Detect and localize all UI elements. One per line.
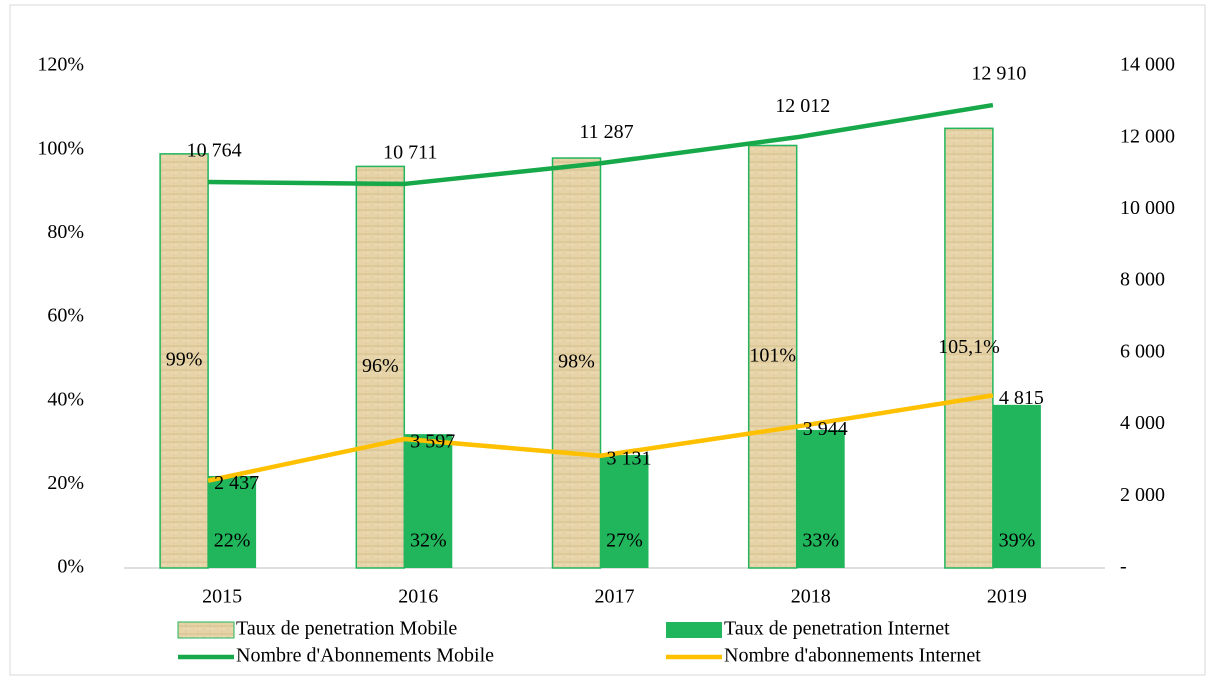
line-value-label: 12 910 bbox=[971, 63, 1026, 85]
bar bbox=[551, 157, 602, 569]
y2-tick-label: - bbox=[1120, 556, 1127, 578]
x-tick-label: 2017 bbox=[595, 586, 635, 608]
y-tick-label: 80% bbox=[47, 221, 84, 243]
bar bbox=[404, 434, 453, 568]
bar-value-label: 105,1% bbox=[938, 336, 1000, 358]
bar-value-label: 39% bbox=[999, 530, 1036, 552]
bar bbox=[796, 429, 845, 568]
legend-label: Taux de penetration Mobile bbox=[236, 618, 457, 640]
legend-swatch bbox=[177, 621, 235, 639]
line-value-label: 3 944 bbox=[803, 418, 848, 440]
legend-label: Taux de penetration Internet bbox=[724, 618, 950, 640]
line bbox=[207, 393, 994, 483]
line bbox=[208, 102, 994, 187]
y2-tick-label: 12 000 bbox=[1120, 125, 1175, 147]
bar-value-label: 22% bbox=[214, 530, 251, 552]
x-tick-label: 2018 bbox=[791, 586, 831, 608]
bar-value-label: 32% bbox=[410, 530, 447, 552]
y2-tick-label: 14 000 bbox=[1120, 54, 1175, 76]
line-value-label: 10 764 bbox=[187, 140, 242, 162]
legend-swatch bbox=[666, 622, 722, 638]
line-value-label: 2 437 bbox=[214, 472, 259, 494]
line-value-label: 11 287 bbox=[579, 121, 633, 143]
y-tick-label: 0% bbox=[57, 556, 84, 578]
bar-value-label: 27% bbox=[606, 530, 643, 552]
y-tick-label: 20% bbox=[47, 472, 84, 494]
bar-value-label: 33% bbox=[802, 530, 839, 552]
bar bbox=[992, 404, 1041, 568]
line-value-label: 4 815 bbox=[999, 387, 1044, 409]
y-tick-label: 120% bbox=[37, 54, 84, 76]
bar bbox=[600, 455, 649, 568]
y-tick-label: 40% bbox=[47, 388, 84, 410]
line-value-label: 12 012 bbox=[775, 95, 830, 117]
bar-value-label: 96% bbox=[362, 355, 399, 377]
x-tick-label: 2019 bbox=[987, 586, 1027, 608]
bar bbox=[159, 153, 209, 569]
legend-label: Nombre d'Abonnements Mobile bbox=[236, 645, 494, 667]
line-value-label: 10 711 bbox=[383, 142, 437, 164]
y-tick-label: 100% bbox=[37, 137, 84, 159]
bar bbox=[355, 165, 406, 569]
bar-value-label: 101% bbox=[749, 344, 796, 366]
x-tick-label: 2015 bbox=[202, 586, 242, 608]
y-tick-label: 60% bbox=[47, 305, 84, 327]
bar-value-label: 99% bbox=[166, 349, 203, 371]
chart-frame bbox=[9, 4, 1206, 676]
bar bbox=[747, 144, 798, 569]
y2-tick-label: 10 000 bbox=[1120, 197, 1175, 219]
x-tick-label: 2016 bbox=[398, 586, 438, 608]
line-value-label: 3 131 bbox=[607, 447, 652, 469]
bar bbox=[208, 475, 257, 568]
y2-tick-label: 4 000 bbox=[1120, 412, 1165, 434]
bar-value-label: 98% bbox=[558, 351, 595, 373]
bar bbox=[944, 127, 994, 569]
y2-tick-label: 6 000 bbox=[1120, 340, 1165, 362]
y2-tick-label: 8 000 bbox=[1120, 269, 1165, 291]
legend-label: Nombre d'abonnements Internet bbox=[724, 645, 981, 667]
y2-tick-label: 2 000 bbox=[1120, 484, 1165, 506]
line-value-label: 3 597 bbox=[410, 431, 455, 453]
